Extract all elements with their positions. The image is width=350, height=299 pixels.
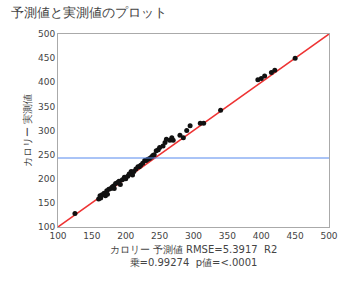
svg-text:400: 400 bbox=[38, 77, 55, 87]
svg-text:250: 250 bbox=[38, 150, 55, 160]
svg-text:400: 400 bbox=[253, 231, 270, 241]
svg-text:500: 500 bbox=[320, 231, 337, 241]
svg-text:カロリー 実測値: カロリー 実測値 bbox=[22, 94, 33, 167]
svg-text:100: 100 bbox=[38, 222, 55, 232]
svg-text:150: 150 bbox=[38, 198, 55, 208]
svg-text:450: 450 bbox=[38, 53, 55, 63]
svg-text:150: 150 bbox=[83, 231, 100, 241]
svg-text:500: 500 bbox=[38, 29, 55, 39]
svg-text:カロリー 予測値 RMSE=5.3917 R2乗=0.99: カロリー 予測値 RMSE=5.3917 R2乗=0.99274 p値=<.00… bbox=[110, 244, 278, 268]
svg-text:250: 250 bbox=[151, 231, 168, 241]
svg-text:450: 450 bbox=[287, 231, 304, 241]
svg-text:350: 350 bbox=[38, 102, 55, 112]
svg-text:300: 300 bbox=[38, 126, 55, 136]
svg-text:100: 100 bbox=[49, 231, 66, 241]
svg-text:350: 350 bbox=[219, 231, 236, 241]
svg-text:300: 300 bbox=[185, 231, 202, 241]
svg-text:200: 200 bbox=[117, 231, 134, 241]
svg-text:200: 200 bbox=[38, 174, 55, 184]
svg-text:予測値と実測値のプロット: 予測値と実測値のプロット bbox=[11, 5, 167, 20]
